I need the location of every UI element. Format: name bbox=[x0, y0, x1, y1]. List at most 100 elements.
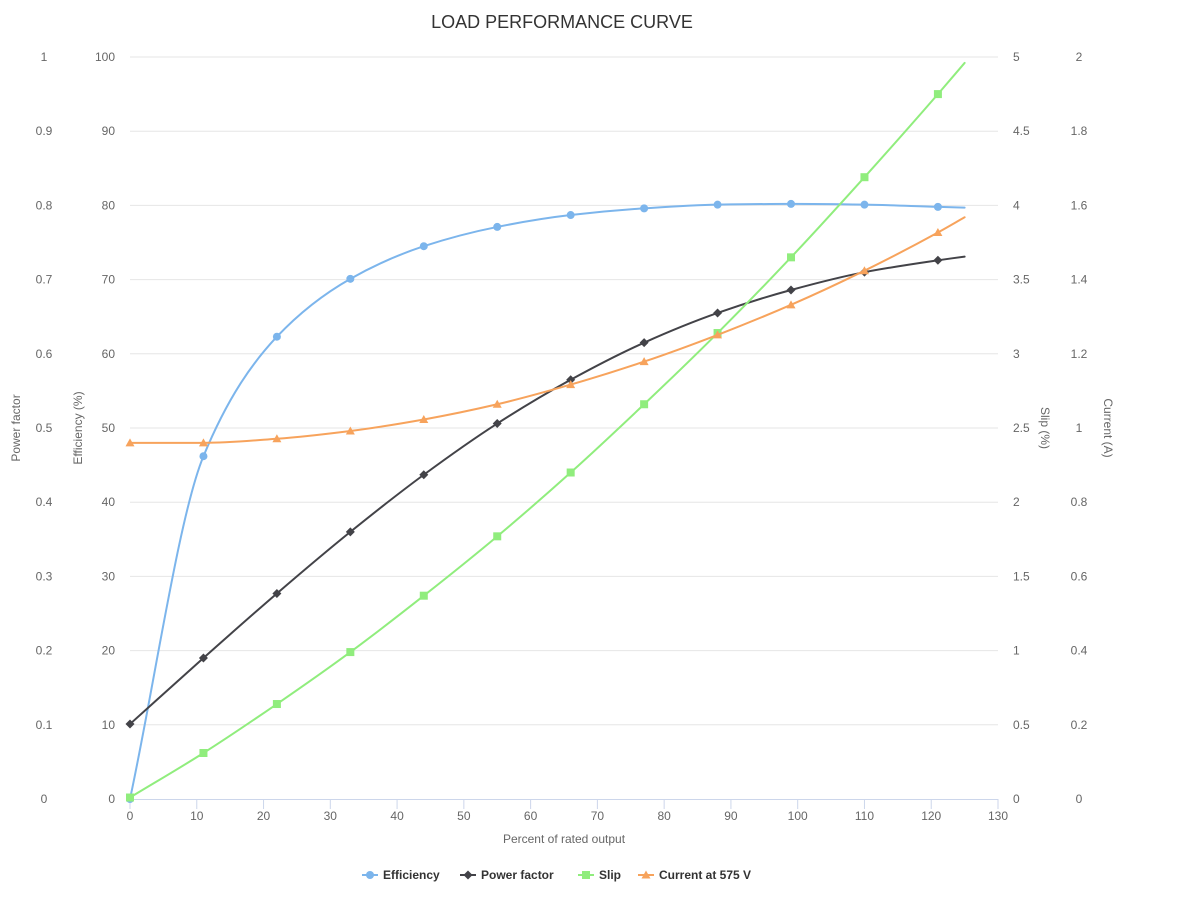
gridlines bbox=[130, 56, 998, 726]
power-factor-tick-label: 0.8 bbox=[36, 198, 53, 212]
x-tick-label: 50 bbox=[457, 809, 471, 823]
current-tick-label: 0.4 bbox=[1071, 644, 1088, 658]
power-factor-point bbox=[345, 527, 355, 537]
chart-title: LOAD PERFORMANCE CURVE bbox=[431, 12, 693, 32]
power-factor-series bbox=[125, 255, 966, 729]
current-point bbox=[639, 357, 649, 366]
x-tick-label: 0 bbox=[127, 809, 134, 823]
current-point bbox=[492, 399, 502, 408]
x-tick-label: 40 bbox=[390, 809, 404, 823]
efficiency-tick-label: 10 bbox=[102, 718, 116, 732]
legend: Efficiency Power factor Slip Current at 575… bbox=[362, 868, 751, 882]
efficiency-point bbox=[713, 200, 722, 209]
power-factor-point bbox=[198, 653, 208, 663]
power-factor-tick-label: 0.7 bbox=[36, 273, 53, 287]
slip-tick-label: 2.5 bbox=[1013, 421, 1030, 435]
power-factor-point bbox=[786, 285, 796, 295]
efficiency-tick-label: 50 bbox=[102, 421, 116, 435]
efficiency-point bbox=[272, 332, 281, 341]
current-point bbox=[125, 438, 135, 447]
slip-tick-label: 2 bbox=[1013, 495, 1020, 509]
x-tick-label: 100 bbox=[788, 809, 808, 823]
slip-tick-label: 4.5 bbox=[1013, 124, 1030, 138]
legend-label: Power factor bbox=[481, 868, 554, 882]
current-point bbox=[713, 330, 723, 339]
efficiency-tick-label: 70 bbox=[102, 273, 116, 287]
slip-point bbox=[272, 700, 281, 709]
current-axis-title: Current (A) bbox=[1101, 398, 1115, 457]
power-factor-tick-label: 1 bbox=[41, 50, 48, 64]
efficiency-point bbox=[199, 452, 208, 461]
slip-point bbox=[933, 90, 942, 99]
current-tick-label: 0.2 bbox=[1071, 718, 1088, 732]
legend-label: Slip bbox=[599, 868, 621, 882]
efficiency-tick-label: 100 bbox=[95, 50, 115, 64]
efficiency-point bbox=[566, 211, 575, 220]
x-tick-label: 90 bbox=[724, 809, 738, 823]
slip-tick-label: 3 bbox=[1013, 347, 1020, 361]
slip-point bbox=[787, 253, 796, 262]
current-tick-label: 0 bbox=[1076, 792, 1083, 806]
slip-series bbox=[126, 61, 966, 802]
current-tick-label: 1.8 bbox=[1071, 124, 1088, 138]
efficiency-line bbox=[129, 202, 966, 800]
power-factor-point bbox=[419, 470, 429, 480]
slip-tick-label: 4 bbox=[1013, 198, 1020, 212]
slip-axis-title: Slip (%) bbox=[1038, 407, 1052, 449]
efficiency-tick-label: 90 bbox=[102, 124, 116, 138]
x-tick-label: 70 bbox=[591, 809, 605, 823]
slip-point bbox=[493, 532, 502, 541]
series-layer bbox=[125, 61, 966, 803]
power-factor-tick-label: 0.2 bbox=[36, 644, 53, 658]
power-factor-tick-label: 0.4 bbox=[36, 495, 53, 509]
efficiency-point bbox=[933, 202, 942, 211]
current-tick-label: 0.6 bbox=[1071, 569, 1088, 583]
legend-item-power-factor[interactable]: Power factor bbox=[460, 868, 554, 882]
legend-item-current[interactable]: Current at 575 V bbox=[638, 868, 751, 882]
x-tick-label: 20 bbox=[257, 809, 271, 823]
legend-item-efficiency[interactable]: Efficiency bbox=[362, 868, 440, 882]
power-factor-point bbox=[566, 375, 576, 385]
current-point bbox=[566, 380, 576, 389]
slip-tick-label: 0.5 bbox=[1013, 718, 1030, 732]
current-tick-label: 1.2 bbox=[1071, 347, 1088, 361]
power-factor-tick-label: 0.6 bbox=[36, 347, 53, 361]
current-tick-label: 2 bbox=[1076, 50, 1083, 64]
slip-line bbox=[129, 61, 966, 799]
legend-item-slip[interactable]: Slip bbox=[578, 868, 621, 882]
efficiency-point bbox=[493, 222, 502, 231]
power-factor-point bbox=[713, 308, 723, 318]
legend-symbol-marker bbox=[463, 870, 473, 880]
power-factor-line bbox=[129, 255, 966, 726]
current-point bbox=[345, 426, 355, 435]
legend-symbol-marker bbox=[641, 870, 651, 879]
slip-point bbox=[126, 793, 134, 802]
efficiency-point bbox=[640, 204, 649, 213]
slip-tick-label: 5 bbox=[1013, 50, 1020, 64]
x-tick-label: 80 bbox=[657, 809, 671, 823]
slip-point bbox=[640, 400, 649, 409]
current-line bbox=[129, 216, 966, 444]
power-factor-point bbox=[933, 255, 943, 265]
current-tick-label: 0.8 bbox=[1071, 495, 1088, 509]
efficiency-point bbox=[787, 199, 796, 208]
slip-point bbox=[419, 591, 428, 600]
slip-tick-label: 0 bbox=[1013, 792, 1020, 806]
current-point bbox=[272, 434, 282, 443]
x-tick-label: 10 bbox=[190, 809, 204, 823]
efficiency-tick-label: 40 bbox=[102, 495, 116, 509]
current-point bbox=[419, 414, 429, 423]
efficiency-tick-label: 0 bbox=[108, 792, 115, 806]
power-factor-tick-label: 0.5 bbox=[36, 421, 53, 435]
efficiency-point bbox=[346, 274, 355, 283]
efficiency-point bbox=[419, 242, 428, 251]
current-series bbox=[125, 216, 966, 447]
power-factor-tick-label: 0.3 bbox=[36, 569, 53, 583]
x-tick-label: 120 bbox=[921, 809, 941, 823]
slip-tick-label: 1.5 bbox=[1013, 569, 1030, 583]
efficiency-tick-label: 60 bbox=[102, 347, 116, 361]
x-tick-label: 110 bbox=[855, 809, 874, 823]
slip-point bbox=[199, 748, 208, 757]
